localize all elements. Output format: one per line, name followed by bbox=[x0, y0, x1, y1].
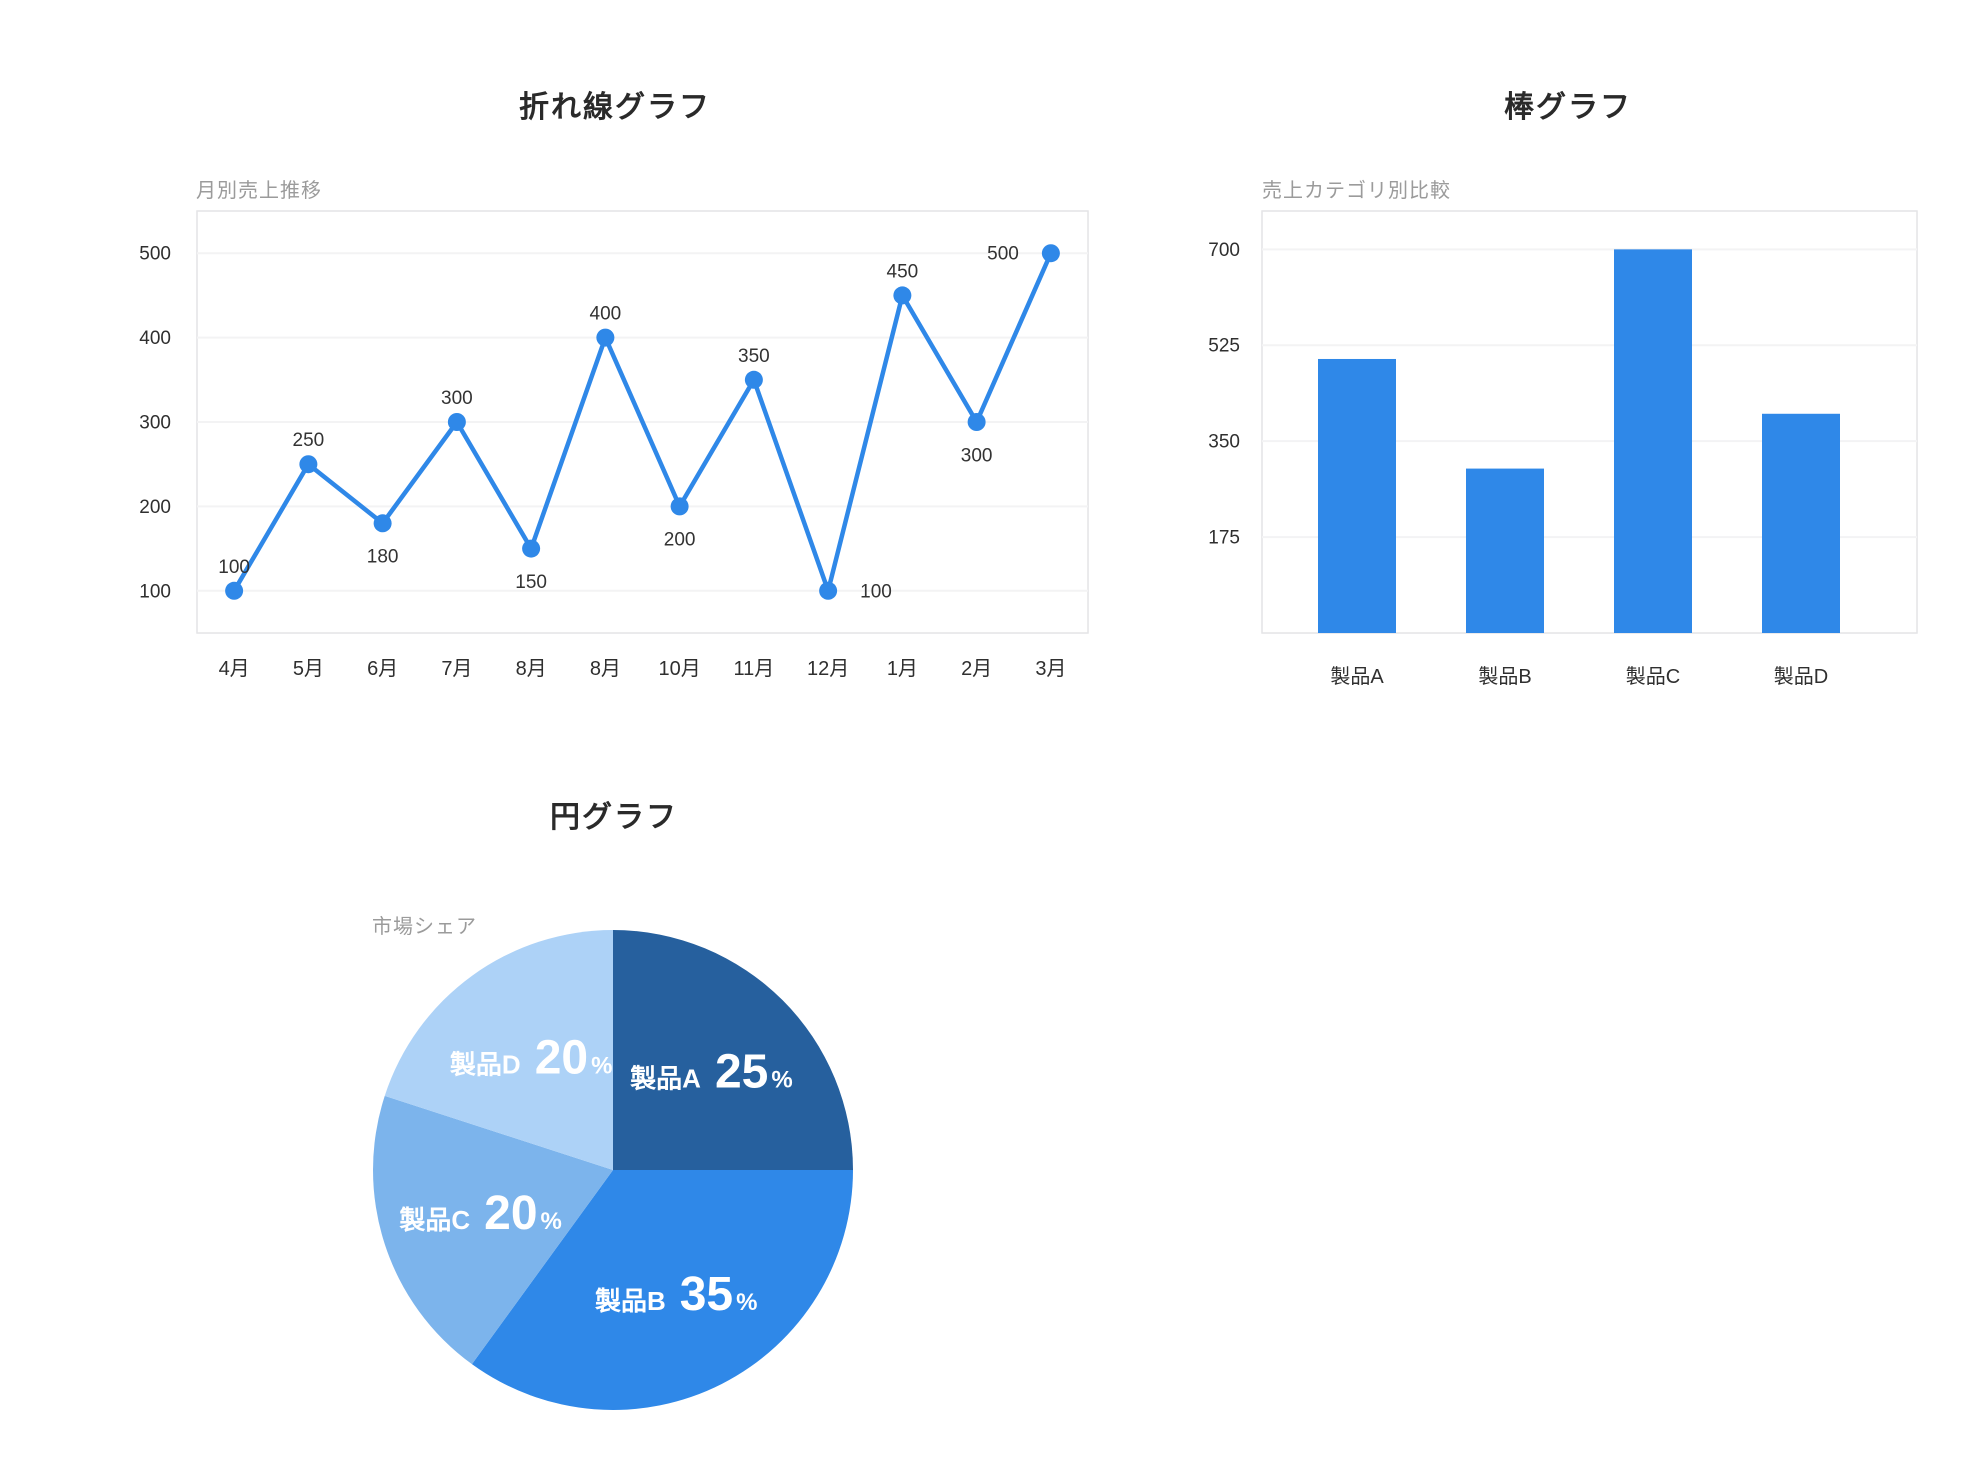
x-axis-tick-label: 5月 bbox=[293, 658, 324, 680]
y-axis-tick-label: 400 bbox=[139, 328, 171, 349]
point-value-label: 180 bbox=[367, 547, 399, 568]
pie-slice bbox=[613, 930, 853, 1170]
point-value-label: 100 bbox=[218, 557, 250, 578]
y-axis-tick-label: 200 bbox=[139, 497, 171, 518]
pie-slice bbox=[384, 930, 613, 1170]
pie-slice-unit: % bbox=[541, 1208, 562, 1235]
line-point bbox=[967, 413, 986, 431]
x-axis-tick-label: 製品C bbox=[1626, 665, 1680, 688]
point-value-label: 300 bbox=[961, 445, 993, 466]
pie-slice-label: 製品B 35% bbox=[595, 1268, 758, 1321]
x-axis-tick-label: 1月 bbox=[887, 658, 918, 680]
x-axis-tick-label: 4月 bbox=[219, 658, 250, 680]
bar bbox=[1762, 413, 1840, 633]
point-value-label: 200 bbox=[664, 530, 696, 551]
x-axis-tick-label: 12月 bbox=[807, 658, 849, 680]
x-axis-tick-label: 6月 bbox=[367, 658, 398, 680]
bar bbox=[1466, 468, 1544, 633]
x-axis-tick-label: 7月 bbox=[441, 658, 472, 680]
line-point bbox=[447, 413, 466, 431]
y-axis-tick-label: 175 bbox=[1208, 528, 1240, 549]
point-value-label: 350 bbox=[738, 346, 770, 367]
x-axis-tick-label: 製品A bbox=[1330, 665, 1384, 688]
pie-slice-value: 25 bbox=[715, 1046, 768, 1099]
x-axis-tick-label: 製品D bbox=[1774, 665, 1828, 688]
pie-slice-name: 製品A bbox=[630, 1064, 701, 1094]
line-point bbox=[225, 581, 244, 600]
pie-slice-label: 製品A 25% bbox=[630, 1046, 793, 1099]
x-axis-tick-label: 2月 bbox=[961, 658, 992, 680]
y-axis-tick-label: 100 bbox=[139, 581, 171, 602]
point-value-label: 300 bbox=[441, 388, 473, 409]
pie-slice-value: 35 bbox=[680, 1268, 733, 1321]
line-point bbox=[670, 497, 689, 516]
x-axis-tick-label: 11月 bbox=[733, 658, 774, 680]
bar-chart: 175 350 525 700 製品A 製品B 製品C 製品D bbox=[1208, 210, 1918, 688]
line-point bbox=[819, 581, 838, 600]
line-point bbox=[1041, 244, 1060, 263]
pie-slice-value: 20 bbox=[484, 1187, 537, 1240]
pie-slice-unit: % bbox=[736, 1289, 757, 1316]
point-value-label: 150 bbox=[515, 572, 547, 593]
line-point bbox=[596, 328, 615, 347]
pie-slice-value: 20 bbox=[535, 1031, 588, 1084]
y-axis-tick-label: 525 bbox=[1208, 336, 1240, 357]
y-axis-tick-label: 300 bbox=[139, 412, 171, 433]
line-point bbox=[744, 370, 763, 389]
pie-slice-name: 製品B bbox=[595, 1286, 666, 1316]
line-point bbox=[893, 286, 912, 305]
pie-slice-label: 製品C 20% bbox=[399, 1187, 562, 1240]
point-value-label: 250 bbox=[293, 430, 325, 451]
x-axis-tick-label: 3月 bbox=[1035, 658, 1066, 680]
pie-slice-name: 製品C bbox=[399, 1205, 470, 1235]
pie-slice bbox=[471, 1170, 853, 1410]
line-point bbox=[299, 455, 318, 474]
bar bbox=[1614, 249, 1692, 633]
y-axis-tick-label: 350 bbox=[1208, 432, 1240, 453]
pie-slice-label: 製品D 20% bbox=[450, 1031, 613, 1084]
line-chart: 100 200 300 400 500 4月 5月 6月 7月 8月 8月 10月 11月 12月 1月 2月… bbox=[139, 210, 1089, 680]
point-value-label: 450 bbox=[887, 261, 919, 282]
x-axis-tick-label: 8月 bbox=[516, 658, 547, 680]
pie-chart: 製品A 25 % 製品B 35 % 製品C 20 % 製品D 20% bbox=[373, 930, 853, 1410]
pie-slice bbox=[373, 1095, 613, 1365]
line-point bbox=[522, 539, 541, 558]
pie-slice-name: 製品D bbox=[450, 1049, 521, 1079]
x-axis-tick-label: 8月 bbox=[590, 658, 621, 680]
pie-slice-unit: % bbox=[771, 1067, 792, 1094]
x-axis-tick-label: 製品B bbox=[1478, 665, 1531, 688]
y-axis-tick-label: 700 bbox=[1208, 240, 1240, 261]
point-value-label: 500 bbox=[987, 244, 1019, 265]
line-series bbox=[231, 250, 1054, 594]
point-value-label: 100 bbox=[860, 581, 892, 602]
point-value-label: 400 bbox=[590, 304, 622, 325]
pie-slice-unit: % bbox=[591, 1052, 612, 1079]
y-axis-tick-label: 500 bbox=[139, 244, 171, 265]
line-point bbox=[373, 514, 392, 533]
x-axis-tick-label: 10月 bbox=[659, 658, 701, 680]
bar bbox=[1318, 358, 1396, 633]
